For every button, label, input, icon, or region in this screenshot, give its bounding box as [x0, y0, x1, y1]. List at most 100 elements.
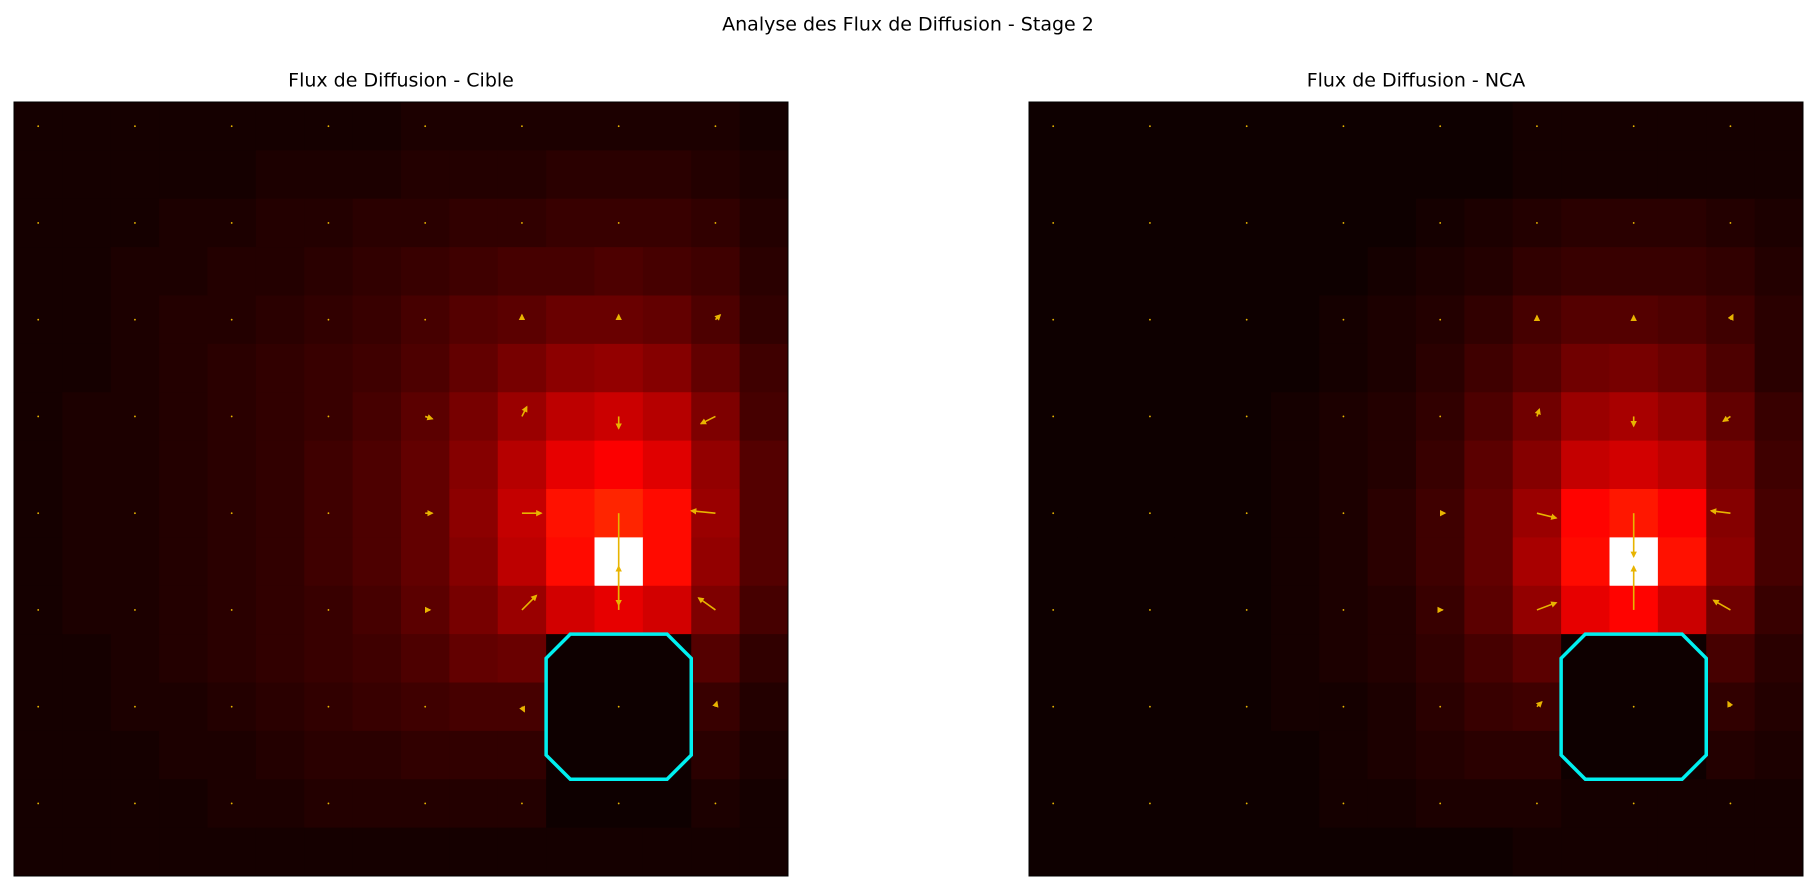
heatmap-cell — [352, 682, 402, 732]
heatmap-cell — [1367, 247, 1417, 296]
heatmap-cell — [1174, 489, 1223, 538]
heatmap-cell — [1512, 440, 1562, 490]
heatmap-cell — [1416, 730, 1465, 780]
heatmap-cell — [1561, 827, 1610, 877]
heatmap-cell — [1657, 295, 1707, 345]
heatmap-cell — [1561, 392, 1610, 442]
heatmap-cell — [1174, 682, 1223, 732]
heatmap-cell — [497, 827, 547, 877]
heatmap-cell — [1029, 634, 1078, 683]
heatmap-cell — [1416, 537, 1465, 587]
quiver-arrow — [1536, 512, 1558, 520]
heatmap-cell — [1077, 392, 1127, 442]
heatmap-cell — [1754, 585, 1804, 635]
heatmap-cell — [62, 537, 112, 587]
quiver-arrow — [1052, 802, 1055, 805]
quiver-arrow — [134, 512, 136, 515]
heatmap-cell — [1367, 198, 1417, 248]
heatmap-cell — [1754, 343, 1804, 393]
heatmap-cell — [1657, 779, 1707, 829]
quiver-arrow — [1729, 125, 1732, 128]
quiver-arrow — [1052, 125, 1055, 128]
heatmap-cell — [1029, 440, 1078, 490]
heatmap-cell — [1754, 392, 1804, 442]
quiver-arrow — [327, 415, 330, 418]
heatmap-cell — [1270, 343, 1320, 393]
quiver-arrow — [1727, 700, 1734, 708]
quiver-arrow — [1245, 609, 1248, 611]
heatmap-cell — [255, 489, 305, 538]
heatmap-cell — [207, 730, 257, 780]
quiver-arrow — [519, 705, 526, 713]
heatmap-cell — [401, 634, 450, 683]
quiver-arrow — [1245, 705, 1248, 708]
heatmap-cell — [159, 343, 208, 393]
heatmap-cell — [739, 489, 789, 538]
heatmap-cell — [1561, 634, 1610, 683]
heatmap-cell — [1222, 440, 1272, 490]
heatmap-cell — [1367, 392, 1417, 442]
heatmap-cell — [1077, 295, 1127, 345]
heatmap-cell — [1125, 343, 1175, 393]
heatmap-cell — [1270, 392, 1320, 442]
heatmap-cell — [1270, 440, 1320, 490]
heatmap-cell — [739, 150, 789, 200]
heatmap-cell — [642, 682, 692, 732]
quiver-arrow — [1727, 313, 1734, 321]
quiver-arrow — [1245, 125, 1248, 128]
heatmap-cell — [1706, 827, 1756, 877]
heatmap-cell — [1319, 440, 1369, 490]
heatmap-cell — [546, 585, 595, 635]
quiver-arrow — [1342, 512, 1345, 515]
heatmap-cell — [1464, 730, 1514, 780]
heatmap-cell — [110, 827, 160, 877]
panel-frame — [1028, 101, 1804, 877]
heatmap-cell — [691, 343, 741, 393]
heatmap-cell — [1174, 779, 1223, 829]
quiver-arrow — [1439, 415, 1442, 418]
heatmap-cell — [62, 634, 112, 683]
quiver-arrow — [1245, 318, 1248, 321]
heatmap-cell — [14, 827, 63, 877]
heatmap-cell — [1270, 489, 1320, 538]
heatmap-cell — [352, 489, 402, 538]
quiver-arrow — [1439, 802, 1442, 805]
heatmap-cell — [1706, 247, 1756, 296]
heatmap-cell — [546, 730, 595, 780]
quiver-arrow — [327, 125, 330, 128]
heatmap-cell — [304, 827, 354, 877]
heatmap-cell — [255, 295, 305, 345]
heatmap-cell — [546, 392, 595, 442]
heatmap-cell — [1367, 730, 1417, 780]
heatmap-cell — [1077, 198, 1127, 248]
heatmap-cell — [1512, 537, 1562, 587]
heatmap-cell — [401, 343, 450, 393]
heatmap-cell — [739, 585, 789, 635]
heatmap-cell — [255, 343, 305, 393]
heatmap-cell — [1754, 489, 1804, 538]
quiver-arrow — [134, 125, 136, 128]
heatmap-cell — [62, 295, 112, 345]
obstacle — [544, 632, 693, 781]
heatmap-cell — [546, 682, 595, 732]
heatmap-cell — [1077, 585, 1127, 635]
heatmap-cell — [497, 634, 547, 683]
heatmap-cell — [62, 343, 112, 393]
heatmap-cell — [594, 730, 644, 780]
heatmap-cell — [546, 198, 595, 248]
quiver-arrow — [1149, 318, 1151, 321]
quiver-arrow — [1052, 609, 1055, 611]
quiver-arrow — [327, 512, 330, 515]
heatmap-cell — [1561, 537, 1610, 587]
heatmap-cell — [739, 102, 789, 151]
heatmap-cell — [1222, 537, 1272, 587]
heatmap-cell — [304, 730, 354, 780]
heatmap-cell — [594, 150, 644, 200]
quiver-arrow — [327, 705, 330, 708]
heatmap-cell — [1174, 537, 1223, 587]
heatmap-cell — [1319, 247, 1369, 296]
heatmap-cell — [255, 150, 305, 200]
heatmap-cell — [159, 730, 208, 780]
heatmap — [1029, 102, 1804, 877]
quiver-arrow — [1535, 700, 1543, 708]
